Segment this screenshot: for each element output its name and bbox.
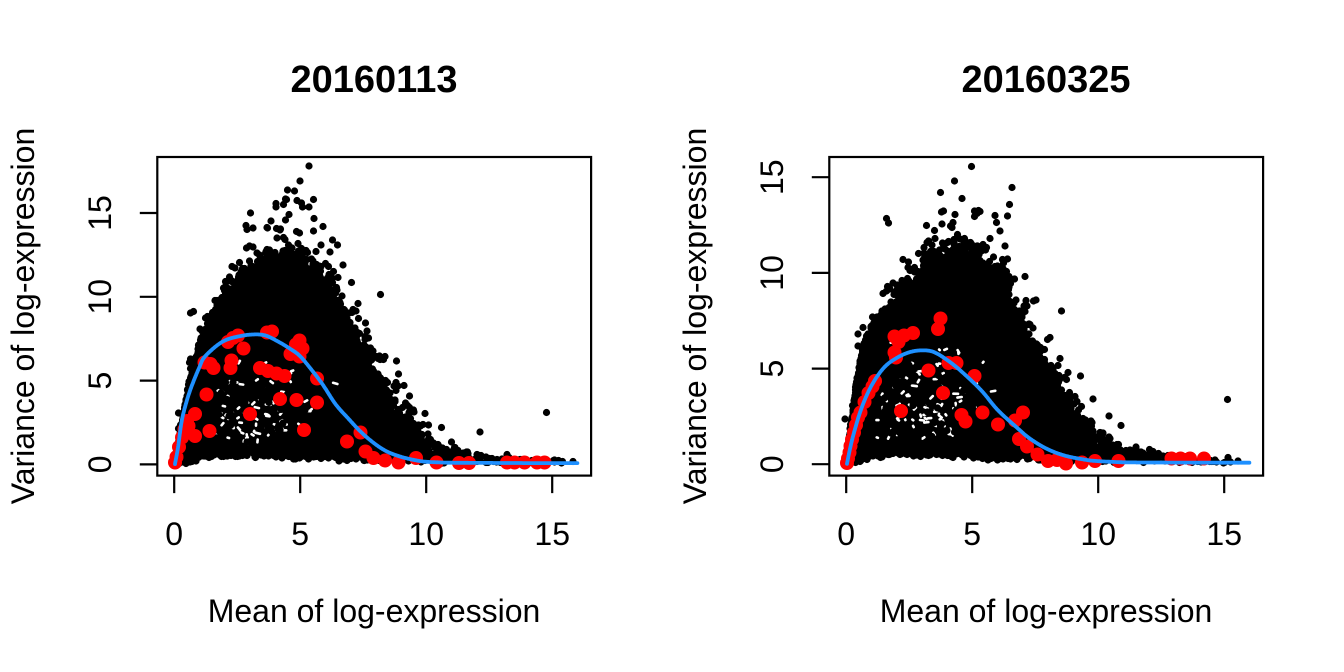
svg-text:5: 5: [754, 360, 790, 378]
svg-text:15: 15: [534, 516, 570, 552]
svg-text:15: 15: [82, 195, 118, 231]
svg-text:20160113: 20160113: [291, 59, 458, 101]
svg-text:0: 0: [165, 516, 183, 552]
svg-text:5: 5: [291, 516, 309, 552]
svg-text:10: 10: [82, 279, 118, 315]
svg-text:5: 5: [82, 372, 118, 390]
svg-text:15: 15: [754, 159, 790, 195]
svg-text:15: 15: [1206, 516, 1242, 552]
svg-text:10: 10: [1080, 516, 1116, 552]
svg-text:Mean of log-expression: Mean of log-expression: [880, 593, 1213, 629]
svg-text:0: 0: [837, 516, 855, 552]
svg-text:Variance of log-expression: Variance of log-expression: [677, 128, 713, 505]
svg-text:0: 0: [754, 455, 790, 473]
svg-text:10: 10: [754, 255, 790, 291]
svg-text:5: 5: [963, 516, 981, 552]
svg-text:Variance of log-expression: Variance of log-expression: [5, 128, 41, 505]
svg-text:Mean of log-expression: Mean of log-expression: [208, 593, 541, 629]
svg-text:20160325: 20160325: [961, 59, 1130, 101]
svg-text:0: 0: [82, 456, 118, 474]
svg-text:10: 10: [408, 516, 444, 552]
